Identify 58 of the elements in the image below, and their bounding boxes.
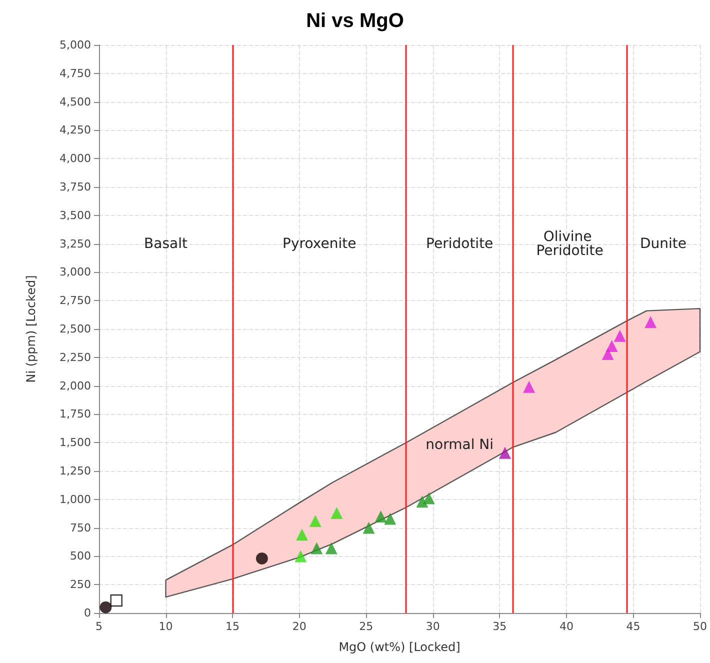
y-tick-label: 4,000 bbox=[60, 152, 91, 166]
annotation: Olivine Peridotite bbox=[536, 228, 604, 259]
annotation: Dunite bbox=[640, 236, 687, 252]
point bbox=[309, 514, 322, 527]
point bbox=[422, 492, 435, 504]
point bbox=[614, 330, 626, 342]
y-tick-label: 4,250 bbox=[60, 124, 91, 137]
point bbox=[325, 542, 338, 554]
annotation: Pyroxenite bbox=[282, 236, 356, 252]
point bbox=[294, 550, 307, 562]
x-axis-title: MgO (wt%) [Locked] bbox=[338, 640, 460, 654]
point bbox=[606, 340, 618, 352]
x-tick-label: 30 bbox=[426, 620, 440, 633]
y-tick-label: 3,500 bbox=[60, 208, 91, 222]
x-tick-label: 50 bbox=[693, 620, 707, 633]
y-tick-label: 3,750 bbox=[60, 180, 91, 194]
y-tick-label: 750 bbox=[70, 521, 91, 534]
y-tick-label: 3,250 bbox=[60, 237, 91, 250]
x-tick-label: 5 bbox=[96, 620, 102, 633]
x-tick-label: 40 bbox=[559, 620, 574, 633]
point bbox=[296, 528, 308, 541]
y-tick-label: 2,750 bbox=[60, 294, 91, 308]
y-tick-label: 0 bbox=[84, 606, 91, 620]
x-tick-label: 10 bbox=[158, 620, 173, 633]
point bbox=[100, 601, 112, 614]
point bbox=[384, 512, 396, 525]
point bbox=[374, 510, 387, 522]
y-tick-label: 2,000 bbox=[60, 379, 91, 392]
annotation: Basalt bbox=[144, 236, 188, 252]
point bbox=[256, 552, 268, 564]
point bbox=[362, 522, 375, 534]
y-tick-label: 4,750 bbox=[60, 66, 91, 80]
x-tick-label: 20 bbox=[292, 620, 306, 633]
point bbox=[499, 446, 512, 459]
y-tick-label: 1,000 bbox=[60, 492, 91, 506]
y-tick-label: 2,500 bbox=[60, 322, 91, 336]
y-tick-label: 2,250 bbox=[60, 350, 91, 364]
point bbox=[644, 316, 657, 328]
y-tick-label: 1,500 bbox=[60, 436, 91, 450]
x-tick-label: 25 bbox=[359, 620, 374, 633]
chart-title: Ni vs MgO bbox=[306, 10, 404, 32]
y-tick-label: 500 bbox=[70, 550, 91, 563]
y-tick-label: 5,000 bbox=[60, 38, 91, 52]
y-axis-title: Ni (ppm) [Locked] bbox=[24, 275, 38, 383]
point bbox=[110, 594, 122, 607]
point bbox=[523, 380, 536, 393]
y-tick-label: 1,250 bbox=[60, 464, 91, 478]
annotation: normal Ni bbox=[426, 436, 494, 453]
y-tick-label: 250 bbox=[70, 578, 91, 592]
x-tick-label: 15 bbox=[226, 620, 240, 633]
x-tick-label: 45 bbox=[626, 620, 640, 633]
point bbox=[330, 507, 343, 520]
y-tick-label: 3,000 bbox=[60, 266, 91, 279]
y-tick-label: 4,500 bbox=[60, 95, 91, 108]
annotation: Peridotite bbox=[426, 236, 494, 252]
y-tick-label: 1,750 bbox=[60, 408, 91, 421]
point bbox=[310, 542, 323, 554]
x-tick-label: 35 bbox=[492, 620, 507, 633]
